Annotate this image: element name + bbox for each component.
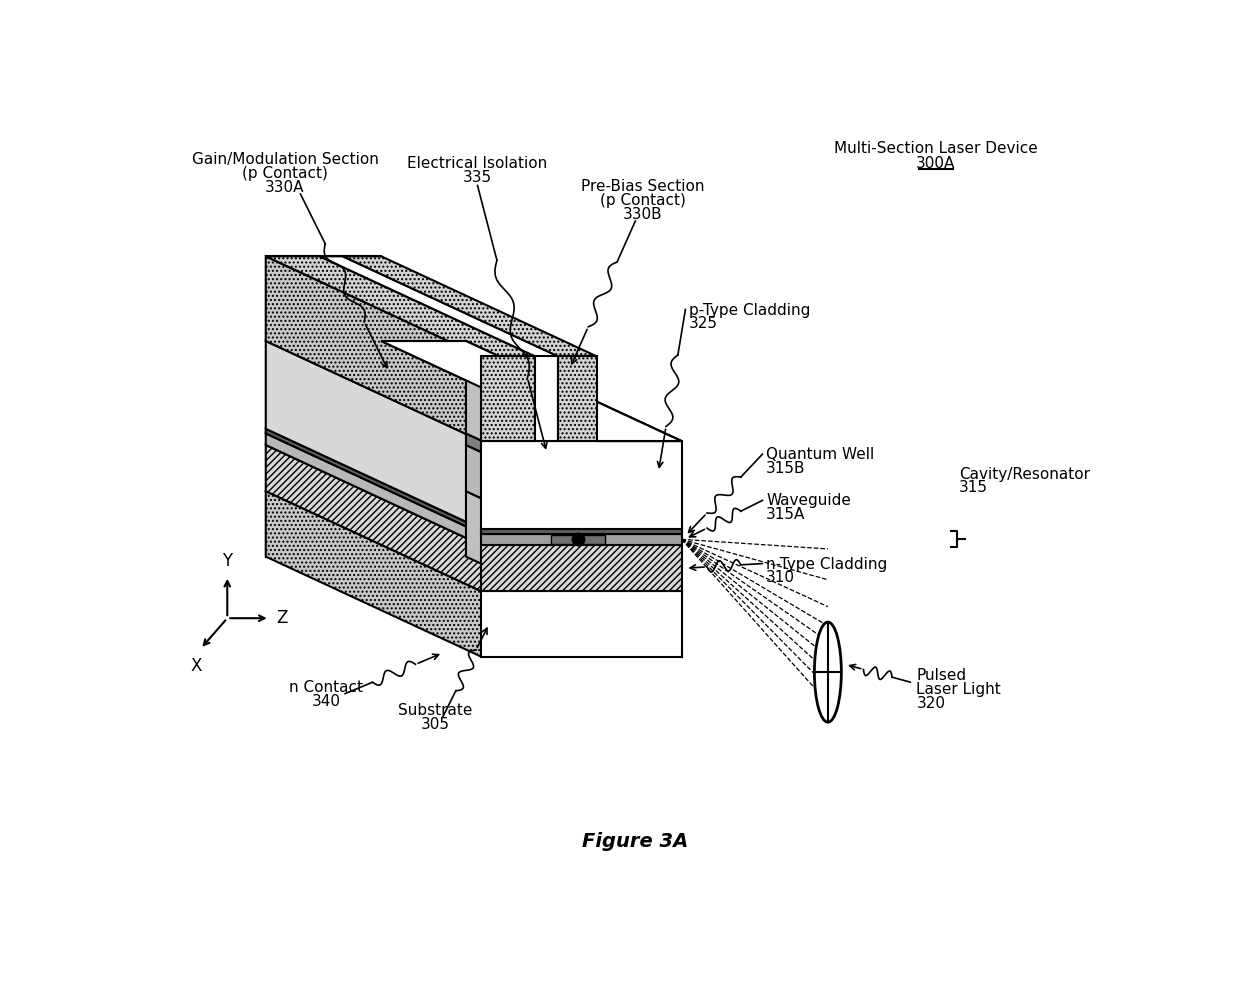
Polygon shape bbox=[343, 256, 382, 341]
Polygon shape bbox=[482, 592, 681, 656]
Polygon shape bbox=[482, 356, 535, 441]
Polygon shape bbox=[482, 545, 681, 592]
Polygon shape bbox=[466, 445, 681, 592]
Text: p-Type Cladding: p-Type Cladding bbox=[689, 302, 810, 318]
Text: Electrical Isolation: Electrical Isolation bbox=[408, 156, 548, 172]
Text: Figure 3A: Figure 3A bbox=[582, 832, 689, 852]
Polygon shape bbox=[266, 445, 482, 592]
Text: 305: 305 bbox=[421, 717, 450, 732]
Text: 335: 335 bbox=[463, 170, 492, 185]
Polygon shape bbox=[266, 256, 535, 356]
Text: X: X bbox=[191, 656, 202, 675]
Ellipse shape bbox=[814, 622, 841, 722]
Text: Z: Z bbox=[276, 609, 287, 627]
Text: 300A: 300A bbox=[916, 156, 955, 172]
Polygon shape bbox=[466, 434, 681, 545]
Text: (p Contact): (p Contact) bbox=[600, 193, 686, 208]
Polygon shape bbox=[266, 256, 482, 441]
Text: Quantum Well: Quantum Well bbox=[766, 447, 875, 462]
Polygon shape bbox=[266, 491, 482, 656]
Text: 320: 320 bbox=[917, 696, 945, 711]
Polygon shape bbox=[466, 341, 681, 534]
Polygon shape bbox=[266, 434, 466, 445]
Polygon shape bbox=[466, 491, 681, 656]
Text: n Contact: n Contact bbox=[289, 680, 363, 695]
Polygon shape bbox=[482, 441, 681, 529]
Text: 330B: 330B bbox=[623, 207, 663, 222]
Text: n-Type Cladding: n-Type Cladding bbox=[766, 556, 887, 572]
Text: 315A: 315A bbox=[766, 507, 805, 522]
Text: 325: 325 bbox=[689, 317, 719, 332]
Polygon shape bbox=[320, 256, 343, 341]
Text: 340: 340 bbox=[311, 694, 341, 708]
Text: Gain/Modulation Section: Gain/Modulation Section bbox=[192, 152, 378, 168]
Bar bbox=[550, 535, 605, 543]
Text: Laser Light: Laser Light bbox=[917, 682, 1001, 697]
Polygon shape bbox=[266, 341, 466, 429]
Text: Y: Y bbox=[222, 551, 233, 570]
Text: Pre-Bias Section: Pre-Bias Section bbox=[581, 180, 705, 194]
Polygon shape bbox=[266, 256, 320, 341]
Polygon shape bbox=[382, 341, 681, 441]
Polygon shape bbox=[266, 491, 466, 556]
Polygon shape bbox=[535, 356, 559, 441]
Polygon shape bbox=[266, 429, 482, 534]
Text: 310: 310 bbox=[766, 571, 795, 586]
Text: (p Contact): (p Contact) bbox=[242, 166, 328, 181]
Polygon shape bbox=[266, 445, 466, 491]
Text: Waveguide: Waveguide bbox=[766, 493, 851, 508]
Text: 315B: 315B bbox=[766, 461, 805, 476]
Polygon shape bbox=[343, 256, 597, 356]
Polygon shape bbox=[559, 356, 597, 441]
Polygon shape bbox=[266, 341, 482, 529]
Text: Cavity/Resonator: Cavity/Resonator bbox=[959, 467, 1090, 482]
Text: Multi-Section Laser Device: Multi-Section Laser Device bbox=[834, 141, 1037, 156]
Polygon shape bbox=[482, 529, 681, 534]
Text: Pulsed: Pulsed bbox=[917, 668, 966, 684]
Polygon shape bbox=[266, 434, 482, 545]
Polygon shape bbox=[266, 429, 466, 434]
Polygon shape bbox=[482, 534, 681, 545]
Text: Substrate: Substrate bbox=[398, 703, 472, 718]
Text: 315: 315 bbox=[959, 481, 987, 495]
Polygon shape bbox=[320, 256, 559, 356]
Polygon shape bbox=[382, 341, 681, 441]
Text: 330A: 330A bbox=[265, 181, 305, 195]
